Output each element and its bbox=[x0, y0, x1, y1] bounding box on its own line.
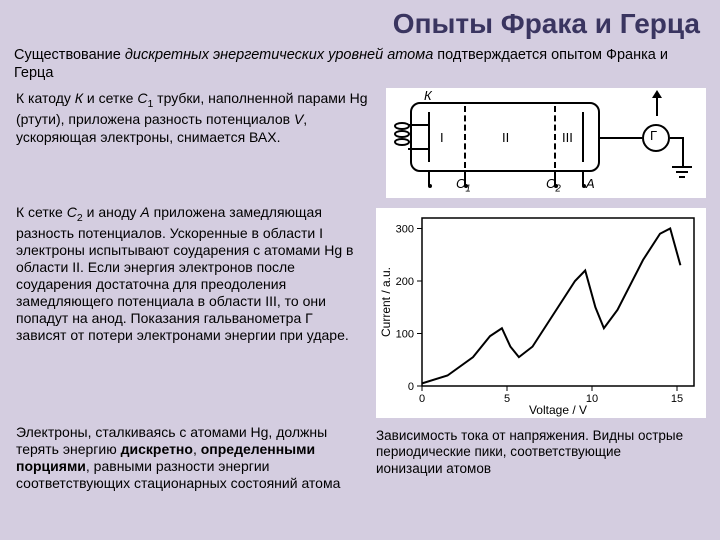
svg-text:200: 200 bbox=[396, 276, 414, 288]
p2-C2: C bbox=[67, 204, 77, 220]
paragraph-2: К сетке C2 и аноду A приложена замедляющ… bbox=[10, 202, 370, 418]
lbl-K: К bbox=[424, 88, 432, 103]
svg-text:5: 5 bbox=[504, 393, 510, 405]
p1-V: V bbox=[294, 111, 303, 127]
svg-text:Voltage / V: Voltage / V bbox=[529, 403, 587, 417]
svg-text:Current / a.u.: Current / a.u. bbox=[379, 267, 393, 337]
lbl-r1: I bbox=[440, 130, 444, 145]
intro-text: Существование дискретных энергетических … bbox=[0, 44, 720, 88]
lbl-r3: III bbox=[562, 130, 573, 145]
p1-a: К катоду bbox=[16, 90, 75, 106]
chart-svg: 0 5 10 15 0 100 200 300 Voltage / V Current / a.u… bbox=[376, 208, 706, 418]
svg-text:10: 10 bbox=[586, 393, 598, 405]
lbl-C1: C1 bbox=[456, 176, 471, 195]
p1-K: К bbox=[75, 90, 83, 106]
lbl-C2: C2 bbox=[546, 176, 561, 195]
intro-t1: Существование bbox=[14, 47, 125, 63]
paragraph-1: К катоду К и сетке C1 трубки, наполненно… bbox=[10, 88, 380, 198]
intro-italic: дискретных энергетических уровней атома bbox=[125, 47, 433, 63]
svg-text:300: 300 bbox=[396, 224, 414, 236]
chart-caption: Зависимость тока от напряжения. Видны ос… bbox=[360, 422, 700, 494]
page-title: Опыты Фрака и Герца bbox=[0, 0, 720, 44]
p2-A: A bbox=[140, 204, 149, 220]
p3-b: , bbox=[193, 441, 201, 457]
lbl-G: Г bbox=[650, 128, 657, 143]
p1-b: и сетке bbox=[83, 90, 137, 106]
p1-C1: C bbox=[137, 90, 147, 106]
p2-c: приложена замедляющая разность потенциал… bbox=[16, 204, 354, 343]
p2-b: и аноду bbox=[83, 204, 141, 220]
lbl-A: A bbox=[586, 176, 595, 191]
svg-text:0: 0 bbox=[408, 381, 414, 393]
iv-chart: 0 5 10 15 0 100 200 300 Voltage / V Current / a.u… bbox=[376, 208, 706, 418]
svg-text:0: 0 bbox=[419, 393, 425, 405]
paragraph-3: Электроны, сталкиваясь с атомами Hg, дол… bbox=[10, 422, 360, 494]
p3-b1: дискретно bbox=[121, 441, 193, 457]
p2-a: К сетке bbox=[16, 204, 67, 220]
svg-text:15: 15 bbox=[671, 393, 683, 405]
lbl-r2: II bbox=[502, 130, 509, 145]
svg-text:100: 100 bbox=[396, 329, 414, 341]
circuit-diagram: К A Г C1 C2 I II III bbox=[386, 88, 706, 198]
